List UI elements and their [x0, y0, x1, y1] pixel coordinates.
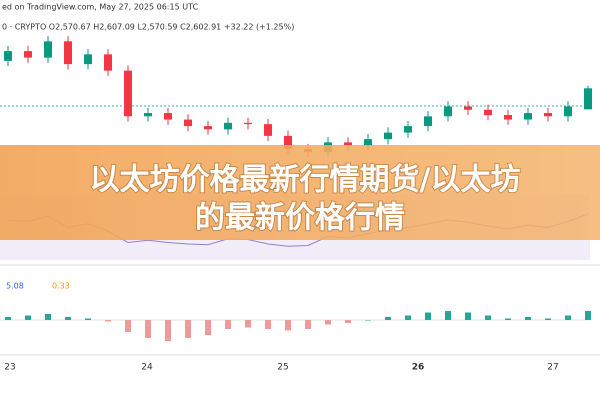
title: 的最新价格行情: [195, 201, 405, 236]
candle-body: [104, 54, 112, 71]
candle-body: [584, 88, 592, 110]
candle-body: [84, 54, 92, 65]
macd-bar: [225, 320, 231, 329]
symbol-line: 0 · CRYPTO O2,570.67 H2,607.09 L2,570.59…: [2, 23, 294, 32]
title: 以太坊价格最新行情期货/以太坊: [90, 163, 521, 198]
candle-body: [164, 113, 172, 120]
x-tick-label: 24: [141, 363, 153, 373]
macd-label: 0.33: [52, 282, 70, 291]
macd-bar: [565, 315, 571, 320]
candle-body: [344, 142, 352, 146]
macd-bar: [25, 315, 31, 320]
candle-body: [524, 113, 532, 120]
x-tick-label: 25: [277, 363, 288, 373]
candle-body: [24, 51, 32, 58]
macd-bar: [325, 320, 331, 325]
macd-bar: [65, 317, 71, 320]
candle-body: [384, 132, 392, 140]
candle-body: [44, 41, 52, 58]
candle-body: [184, 119, 192, 127]
candle-body: [424, 116, 432, 127]
macd-bar: [425, 312, 431, 320]
macd-bar: [145, 320, 151, 338]
candle-body: [264, 124, 272, 136]
candle-body: [64, 41, 72, 65]
macd-bar: [85, 318, 91, 320]
candle-body: [244, 122, 252, 125]
candle-body: [464, 106, 472, 110]
macd-bar: [125, 320, 131, 332]
candle-body: [284, 135, 292, 149]
candle-body: [204, 126, 212, 130]
macd-bar: [245, 320, 251, 328]
title-banner: [0, 145, 600, 240]
macd-bar: [305, 320, 311, 329]
candle-body: [504, 115, 512, 120]
candle-body: [364, 139, 372, 146]
macd-bar: [445, 311, 451, 320]
macd-bar: [545, 318, 551, 320]
macd-bar: [465, 312, 471, 320]
macd-bar: [485, 315, 491, 320]
x-tick-label: 27: [547, 363, 558, 373]
macd-bar: [405, 315, 411, 320]
macd-bar: [45, 314, 51, 320]
candle-body: [564, 106, 572, 117]
macd-bar: [385, 317, 391, 320]
candle-body: [144, 113, 152, 117]
macd-bar: [105, 320, 111, 322]
candle-body: [4, 51, 12, 61]
macd-bar: [525, 317, 531, 320]
macd-bar: [5, 317, 11, 320]
macd-label: 5.08: [6, 282, 24, 291]
x-tick-label: 23: [4, 363, 15, 373]
source-line: ed on TradingView.com, May 27, 2025 06:1…: [2, 3, 198, 12]
candle-body: [444, 106, 452, 117]
candle-body: [544, 113, 552, 117]
macd-bar: [365, 320, 371, 321]
macd-bar: [285, 320, 291, 331]
macd-bar: [505, 318, 511, 320]
macd-bar: [165, 320, 171, 341]
macd-bar: [265, 320, 271, 329]
macd-bar: [205, 320, 211, 335]
candle-body: [124, 70, 132, 117]
candle-body: [404, 126, 412, 133]
candle-body: [224, 122, 232, 130]
x-tick-label: 26: [412, 363, 425, 373]
macd-bar: [345, 320, 351, 323]
macd-bar: [185, 320, 191, 338]
macd-bar: [585, 311, 591, 320]
candle-body: [484, 109, 492, 115]
